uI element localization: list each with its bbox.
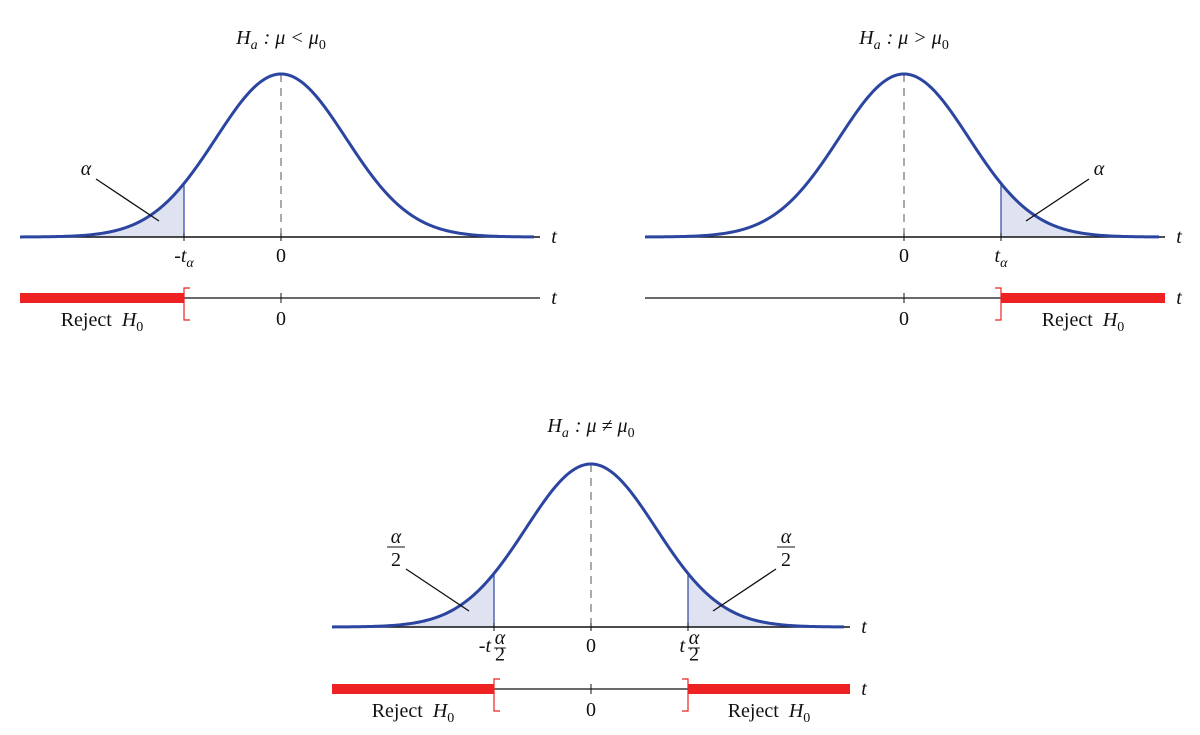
- reject-bar: [332, 684, 494, 694]
- zero-label-part: 0: [586, 699, 596, 721]
- reject-bar: [1001, 293, 1165, 303]
- zero-label: 0: [899, 245, 909, 267]
- reject-label: Reject H0: [728, 700, 811, 726]
- axis-label-part: t: [551, 287, 557, 309]
- reject-label: Reject H0: [61, 309, 144, 335]
- zero-label-part: 0: [899, 245, 909, 267]
- axis-label-part: t: [1176, 287, 1182, 309]
- reject-label-part: 0: [136, 320, 143, 335]
- title-part: a: [251, 38, 258, 53]
- zero-label-part: 0: [276, 308, 286, 330]
- area-label-den: 2: [781, 549, 791, 571]
- density-curve: [331, 462, 845, 629]
- reject-label-part: 0: [447, 711, 454, 726]
- critical-label-sub-num: α: [689, 627, 700, 649]
- reject-bracket: [183, 287, 190, 321]
- zero-label: 0: [586, 699, 596, 721]
- critical-label: -tα: [174, 245, 194, 271]
- critical-label-part: -t: [479, 635, 492, 657]
- axis-label-part: t: [1176, 226, 1182, 248]
- title-part: 0: [319, 38, 326, 53]
- leader-line: [712, 568, 777, 612]
- axis-label: t: [861, 678, 867, 700]
- critical-label-part: -t: [174, 245, 187, 267]
- critical-label-sub-den: 2: [495, 643, 505, 665]
- zero-label-part: 0: [586, 635, 596, 657]
- area-label-num: α: [781, 526, 792, 548]
- title-part: : μ ≠ μ: [575, 415, 628, 437]
- reject-bracket: [995, 287, 1002, 321]
- critical-label-part: α: [1000, 256, 1008, 271]
- reject-bracket: [493, 678, 500, 712]
- title: Ha : μ < μ0: [235, 27, 326, 53]
- leader-line: [1025, 178, 1090, 222]
- zero-label: 0: [276, 245, 286, 267]
- critical-label: t: [679, 635, 685, 657]
- reject-label: Reject H0: [1042, 309, 1125, 335]
- zero-label: 0: [586, 635, 596, 657]
- title-part: a: [874, 38, 881, 53]
- axis-label: t: [551, 287, 557, 309]
- reject-label-part: 0: [803, 711, 810, 726]
- reject-label-part: 0: [1117, 320, 1124, 335]
- area-label: α: [81, 158, 92, 180]
- reject-label-part: Reject: [728, 700, 780, 722]
- leader-line: [405, 568, 470, 612]
- tail-area: [20, 183, 184, 237]
- title-part: : μ < μ: [264, 27, 319, 49]
- title: Ha : μ ≠ μ0: [546, 415, 634, 441]
- tail-area: [688, 573, 845, 627]
- reject-bracket: [682, 678, 689, 712]
- density-curve: [644, 72, 1160, 239]
- zero-label-part: 0: [899, 308, 909, 330]
- reject-bar: [20, 293, 184, 303]
- reject-label-part: H: [788, 700, 805, 722]
- title-part: 0: [628, 426, 635, 441]
- area-label-part: α: [1094, 158, 1105, 180]
- critical-label: tα: [995, 245, 1009, 271]
- density-curve: [19, 72, 535, 239]
- axis-label-part: t: [551, 226, 557, 248]
- axis-label-part: t: [861, 616, 867, 638]
- area-label-den: 2: [391, 549, 401, 571]
- zero-label: 0: [899, 308, 909, 330]
- title: Ha : μ > μ0: [858, 27, 949, 53]
- reject-label-part: H: [1102, 309, 1119, 331]
- critical-label: -t: [479, 635, 492, 657]
- reject-label-part: H: [432, 700, 449, 722]
- critical-label-sub-num: α: [495, 627, 506, 649]
- title-part: a: [562, 426, 569, 441]
- tail-area: [332, 573, 494, 627]
- axis-label: t: [1176, 287, 1182, 309]
- tail-area: [1001, 183, 1160, 237]
- critical-label-part: t: [995, 245, 1001, 267]
- reject-label-part: Reject: [1042, 309, 1094, 331]
- title-part: : μ > μ: [887, 27, 942, 49]
- title-part: H: [546, 415, 563, 437]
- area-label-part: α: [81, 158, 92, 180]
- reject-label-part: Reject: [372, 700, 424, 722]
- zero-label-part: 0: [276, 245, 286, 267]
- title-part: H: [235, 27, 252, 49]
- critical-label-sub-den: 2: [689, 643, 699, 665]
- title-part: 0: [942, 38, 949, 53]
- area-label-num: α: [391, 526, 402, 548]
- axis-label: t: [861, 616, 867, 638]
- reject-label: Reject H0: [372, 700, 455, 726]
- critical-label-part: t: [679, 635, 685, 657]
- axis-label-part: t: [861, 678, 867, 700]
- leader-line: [95, 178, 160, 222]
- title-part: H: [858, 27, 875, 49]
- reject-bar: [688, 684, 850, 694]
- area-label: α: [1094, 158, 1105, 180]
- axis-label: t: [1176, 226, 1182, 248]
- critical-label-part: α: [186, 256, 194, 271]
- reject-label-part: Reject: [61, 309, 113, 331]
- axis-label: t: [551, 226, 557, 248]
- zero-label: 0: [276, 308, 286, 330]
- reject-label-part: H: [121, 309, 138, 331]
